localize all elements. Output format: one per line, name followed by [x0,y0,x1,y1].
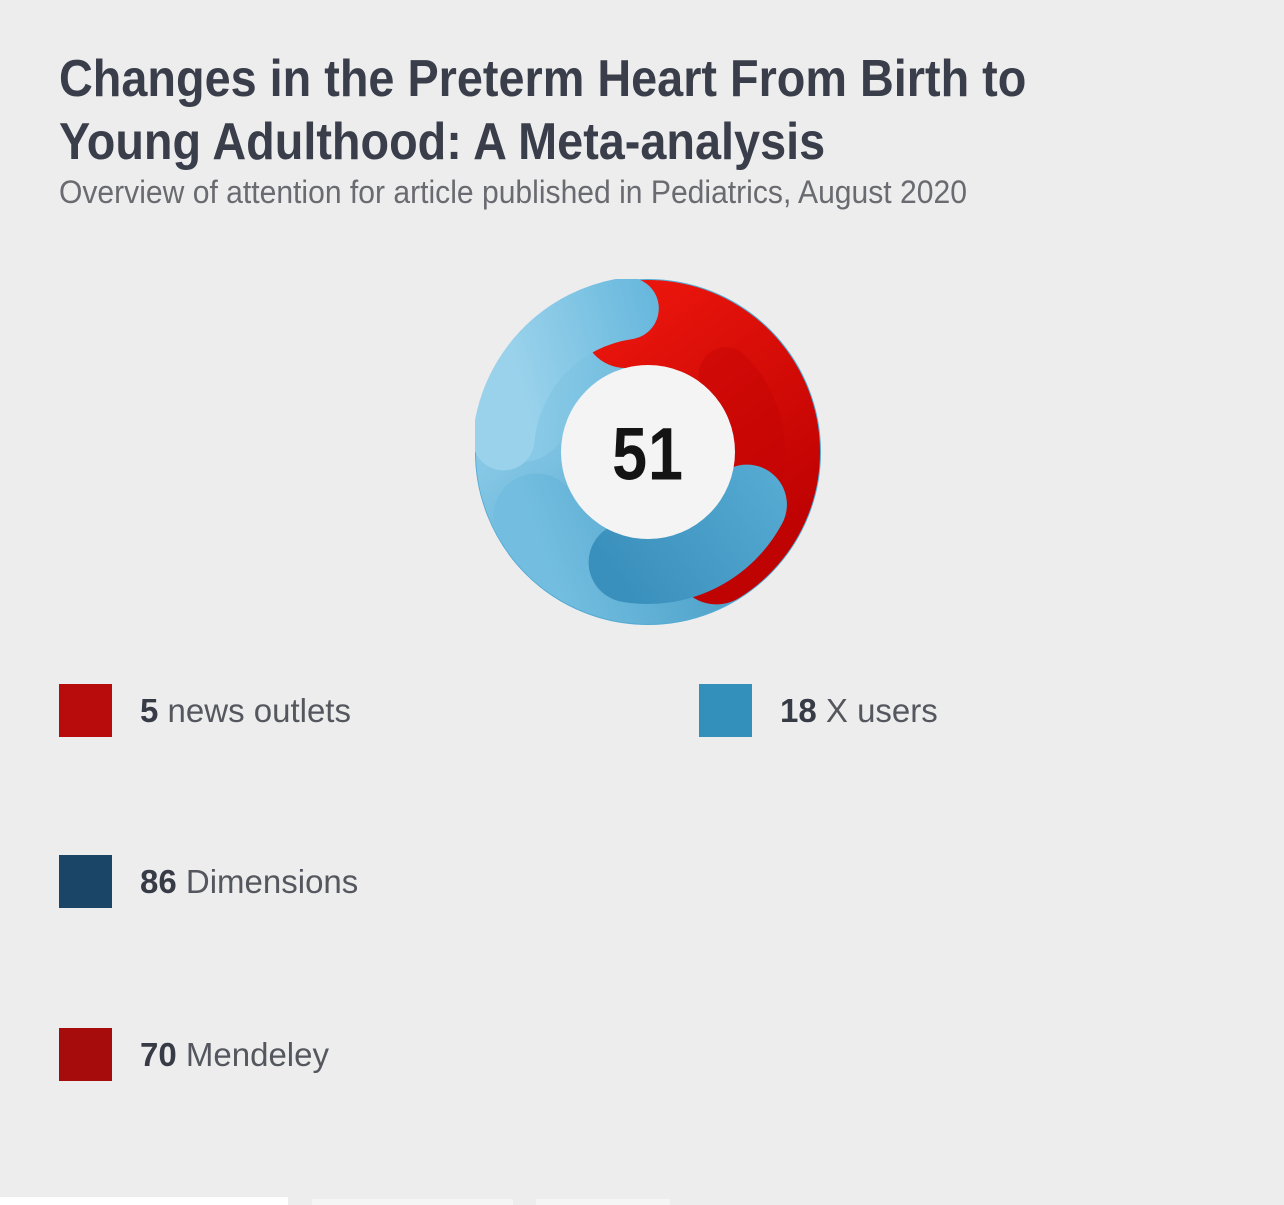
legend-count-x-users: 18 [780,692,817,729]
legend-swatch-news [59,684,112,737]
legend-label-x-users: X users [825,692,938,729]
legend-swatch-mendeley [59,1028,112,1081]
donut-center-disc [561,365,735,539]
legend-count-mendeley: 70 [140,1036,177,1073]
bottom-cutoff-element-1 [0,1197,288,1205]
legend-swatch-dimensions [59,855,112,908]
bottom-cutoff-element-3 [536,1199,670,1205]
donut-swirl-graphic: 51 [472,277,821,625]
legend-item-mendeley: 70 Mendeley [59,1028,619,1082]
legend-count-news: 5 [140,692,159,729]
legend-count-dimensions: 86 [140,863,177,900]
attention-score: 51 [612,413,684,496]
legend-item-x-users: 18 X users [699,684,1259,738]
legend-item-dimensions: 86 Dimensions [59,855,619,909]
page-title-line2: Young Adulthood: A Meta-analysis [59,113,826,171]
page-title-line1: Changes in the Preterm Heart From Birth … [59,50,1027,108]
legend-item-news: 5 news outlets [59,684,619,738]
bottom-cutoff-element-2 [312,1199,513,1205]
page-subtitle: Overview of attention for article publis… [59,174,967,210]
legend-label-news: news outlets [167,692,351,729]
donut-blue-overlap [472,277,787,604]
altmetric-donut-badge: 51 [472,277,821,625]
legend-swatch-x-users [699,684,752,737]
legend-label-mendeley: Mendeley [185,1036,329,1073]
legend-label-dimensions: Dimensions [185,863,359,900]
page-title: Changes in the Preterm Heart From Birth … [59,48,1026,174]
